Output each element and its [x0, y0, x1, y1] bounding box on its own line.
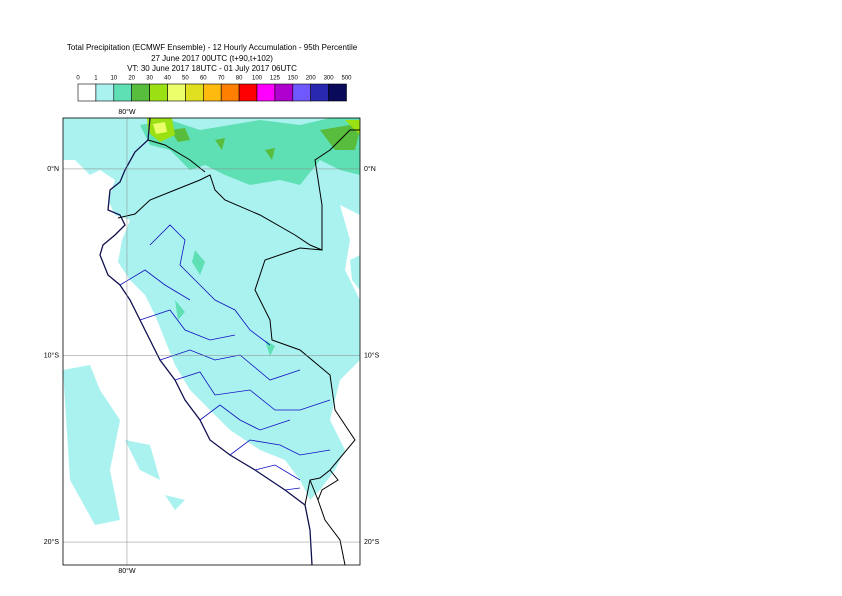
precip-area [153, 122, 167, 134]
title: Total Precipitation (ECMWF Ensemble) - 1… [67, 43, 358, 52]
legend-label: 80 [236, 76, 243, 82]
country-border [117, 129, 360, 565]
legend-label: 30 [146, 76, 153, 82]
legend-label: 500 [341, 76, 352, 82]
legend-label: 50 [182, 76, 189, 82]
legend-label: 150 [288, 76, 299, 82]
lat-label: 10°S [364, 351, 380, 359]
legend-label: 60 [200, 76, 207, 82]
lat-label: 0°N [364, 165, 376, 173]
lat-label: 10°S [44, 351, 60, 359]
legend-swatch [220, 83, 240, 102]
precip-area [147, 118, 360, 142]
legend-swatch [238, 83, 258, 102]
precip-area [170, 125, 360, 160]
subtitle: 27 June 2017 00UTC (t+90,t+102) [151, 54, 273, 63]
legend-swatch [131, 83, 150, 102]
subtitle: VT: 30 June 2017 18UTC - 01 July 2017 06… [127, 64, 297, 73]
legend-swatch [274, 83, 294, 102]
legend-swatch [256, 83, 276, 102]
legend-swatch [310, 83, 329, 102]
legend-swatch [185, 83, 204, 102]
legend-swatch [167, 83, 186, 102]
legend-swatch [203, 83, 222, 102]
coastline [99, 118, 313, 565]
legend-label: 0 [76, 76, 80, 82]
legend: 0 1 10 20 30 40 50 60 70 80 100 125 150 200 300 500 [76, 76, 352, 102]
legend-label: 300 [324, 76, 335, 82]
legend-label: 1 [94, 76, 98, 82]
legend-swatch [149, 83, 168, 102]
lon-label: 80°W [118, 108, 136, 116]
precip-area [140, 118, 360, 356]
legend-swatch [77, 83, 97, 102]
legend-swatch [328, 83, 347, 102]
legend-swatch [113, 83, 133, 102]
legend-label: 100 [252, 76, 263, 82]
legend-label: 20 [128, 76, 135, 82]
lon-label: 80°W [118, 567, 136, 575]
legend-swatch [95, 83, 115, 102]
lat-label: 20°S [44, 538, 60, 546]
legend-label: 10 [110, 76, 117, 82]
legend-label: 200 [306, 76, 317, 82]
precip-area [63, 118, 360, 500]
legend-label: 125 [270, 76, 281, 82]
map-area [63, 118, 360, 565]
region-border [119, 224, 331, 491]
legend-swatch [292, 83, 311, 102]
graticule: 0°N 0°N 10°S 10°S 20°S 20°S 80°W 80°W [44, 108, 380, 575]
map-frame [62, 117, 361, 566]
legend-label: 70 [218, 76, 225, 82]
lat-label: 0°N [47, 165, 59, 173]
legend-label: 40 [164, 76, 171, 82]
lat-label: 20°S [364, 538, 380, 546]
precip-area [63, 255, 360, 525]
